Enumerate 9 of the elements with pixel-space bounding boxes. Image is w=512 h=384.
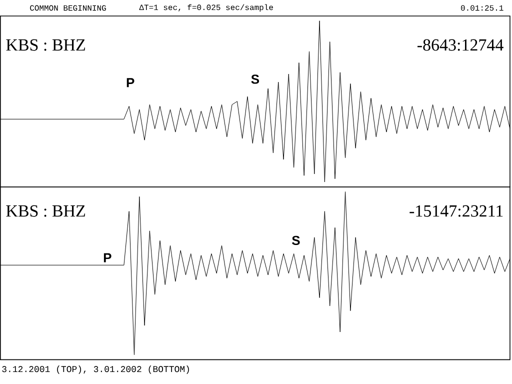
text: 3.12.2001 (TOP), 3.01.2002 (BOTTOM) — [2, 366, 189, 374]
annotation: KBS : BHZ — [6, 39, 85, 51]
annotation: KBS : BHZ — [6, 205, 85, 217]
annotation: P — [126, 78, 134, 88]
annotation: S — [292, 236, 300, 246]
annotation: -8643:12744 — [418, 39, 504, 51]
annotation: P — [104, 253, 112, 262]
annotation: S — [251, 74, 260, 84]
annotation: -15147:23211 — [410, 205, 503, 217]
